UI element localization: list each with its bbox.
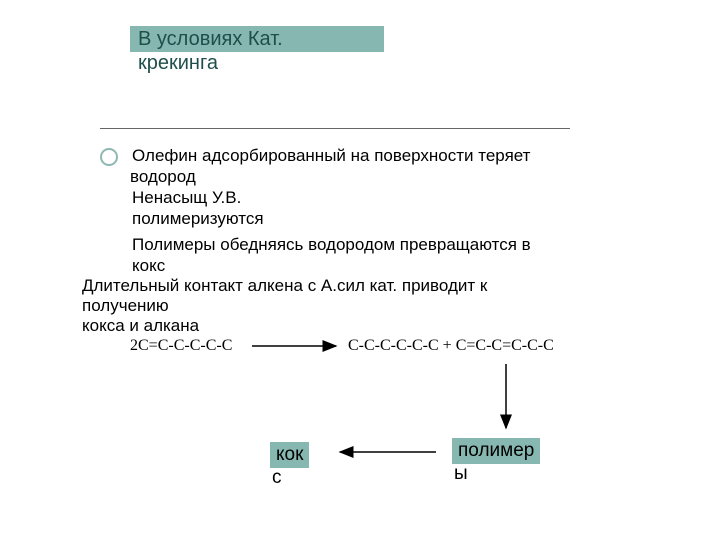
text-contact-1b: получению xyxy=(82,296,169,316)
coke-box: кок xyxy=(270,442,309,468)
text-contact-1: Длительный контакт алкена с А.сил кат. п… xyxy=(82,276,487,296)
arrows-layer xyxy=(0,0,720,540)
polymer-label-a: полимер xyxy=(458,440,534,461)
reaction-right: C-C-C-C-C-C + C=C-C=C-C-C xyxy=(348,337,554,355)
divider xyxy=(100,128,570,129)
coke-label-b: с xyxy=(272,467,282,488)
title-line1: В условиях Кат. xyxy=(138,28,283,50)
title-line2-wrap: крекинга xyxy=(138,52,218,75)
polymer-box: полимер xyxy=(452,438,540,464)
title-line2: крекинга xyxy=(138,52,218,74)
text-polymer-2: кокс xyxy=(132,256,165,276)
coke-label-a: кок xyxy=(276,444,303,465)
text-contact-2: кокса и алкана xyxy=(82,316,199,336)
text-olefin-1: Олефин адсорбированный на поверхности те… xyxy=(132,146,530,166)
text-nenasysh-1: Ненасыщ У.В. xyxy=(132,188,241,208)
polymer-label-b-wrap: ы xyxy=(454,463,468,485)
text-nenasysh-2: полимеризуются xyxy=(132,209,264,229)
text-olefin-2: водород xyxy=(130,167,196,187)
coke-label-b-wrap: с xyxy=(272,467,282,489)
title-bar: В условиях Кат. xyxy=(130,26,384,52)
polymer-label-b: ы xyxy=(454,463,468,484)
text-polymer-1: Полимеры обедняясь водородом превращаютс… xyxy=(132,235,531,255)
bullet-icon xyxy=(100,148,118,166)
reaction-left: 2C=C-C-C-C-C xyxy=(130,337,232,355)
